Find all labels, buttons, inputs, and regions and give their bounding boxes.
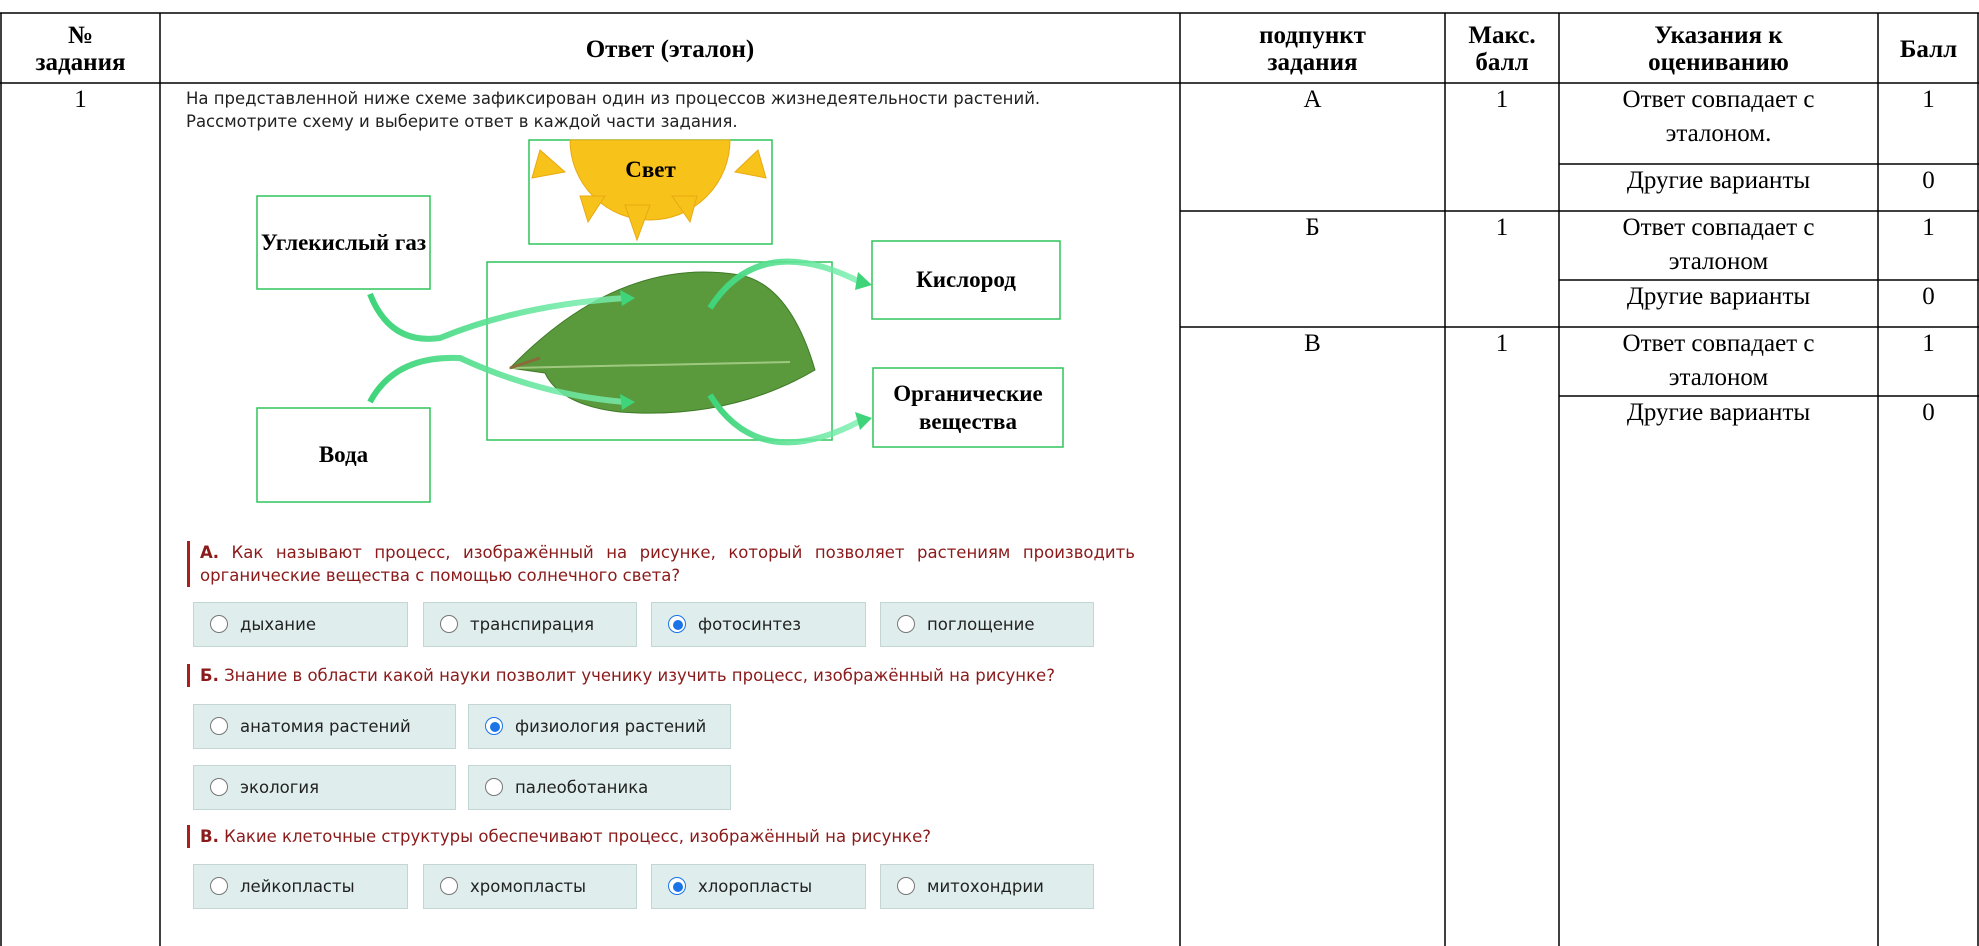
header-cell: Ответ (эталон) — [585, 35, 755, 63]
radio-button[interactable] — [485, 716, 503, 735]
criterion-text: Другие варианты — [1626, 283, 1811, 310]
answer-option[interactable]: поглощение — [880, 602, 1094, 647]
radio-button[interactable] — [897, 876, 915, 895]
radio-button[interactable] — [485, 777, 503, 796]
answer-option[interactable]: дыхание — [193, 602, 408, 647]
answer-option[interactable]: физиология растений — [468, 704, 731, 749]
answer-option[interactable]: хромопласты — [423, 864, 637, 909]
task-number: 1 — [74, 86, 87, 113]
subitem-label: Б — [1305, 214, 1320, 241]
radio-button[interactable] — [440, 614, 458, 633]
radio-button[interactable] — [210, 876, 228, 895]
criterion-text: Другие варианты — [1626, 167, 1811, 194]
question: Б. Знание в области какой науки позволит… — [187, 664, 1135, 687]
header-cell: подпункт задания — [1259, 22, 1366, 76]
question-text: Знание в области какой науки позволит уч… — [218, 666, 1055, 685]
question-text: Как называют процесс, изображённый на ри… — [200, 543, 1135, 585]
criterion-score: 0 — [1922, 283, 1935, 310]
radio-button[interactable] — [210, 777, 228, 796]
option-text: анатомия растений — [240, 717, 411, 736]
criterion-score: 0 — [1922, 167, 1935, 194]
diagram — [256, 139, 1064, 503]
question: В. Какие клеточные структуры обеспечиваю… — [187, 825, 1135, 848]
radio-button[interactable] — [210, 614, 228, 633]
radio-button[interactable] — [440, 876, 458, 895]
question-letter: А. — [200, 543, 220, 562]
answer-option[interactable]: лейкопласты — [193, 864, 408, 909]
option-text: хромопласты — [470, 877, 587, 896]
answer-option[interactable]: хлоропласты — [651, 864, 866, 909]
option-text: хлоропласты — [698, 877, 813, 896]
answer-option[interactable]: фотосинтез — [651, 602, 866, 647]
criterion-text: Ответ совпадает с эталоном. — [1622, 86, 1815, 147]
answer-option[interactable]: митохондрии — [880, 864, 1094, 909]
intro-text: На представленной ниже схеме зафиксирова… — [186, 89, 1041, 131]
max-score: 1 — [1495, 214, 1509, 241]
diagram-label: Вода — [318, 442, 369, 467]
option-text: физиология растений — [515, 717, 707, 736]
question-text: Какие клеточные структуры обеспечивают п… — [218, 827, 931, 846]
option-text: экология — [240, 778, 320, 797]
radio-button[interactable] — [668, 876, 686, 895]
option-text: дыхание — [240, 615, 316, 634]
option-text: палеоботаника — [515, 778, 649, 797]
criterion-score: 0 — [1922, 399, 1935, 426]
criterion-score: 1 — [1922, 330, 1935, 357]
criterion-score: 1 — [1922, 214, 1935, 241]
answer-option[interactable]: транспирация — [423, 602, 637, 647]
header-cell: Указания к оцениванию — [1648, 22, 1789, 76]
header-cell: № задания — [35, 22, 126, 76]
header-cell: Макс. балл — [1468, 22, 1536, 76]
diagram-label: Органические вещества — [893, 380, 1043, 434]
criterion-text: Ответ совпадает с эталоном — [1622, 214, 1815, 275]
criterion-text: Ответ совпадает с эталоном — [1622, 330, 1815, 391]
answer-option[interactable]: палеоботаника — [468, 765, 731, 810]
question: А. Как называют процесс, изображённый на… — [187, 541, 1135, 587]
criterion-text: Другие варианты — [1626, 399, 1811, 426]
answer-option[interactable]: анатомия растений — [193, 704, 456, 749]
subitem-label: В — [1304, 330, 1321, 357]
header-cell: Балл — [1899, 35, 1958, 63]
diagram-label: Свет — [625, 157, 676, 182]
option-text: транспирация — [470, 615, 595, 634]
option-text: поглощение — [927, 615, 1035, 634]
radio-button[interactable] — [668, 614, 686, 633]
max-score: 1 — [1495, 330, 1509, 357]
max-score: 1 — [1495, 86, 1509, 113]
diagram-label: Кислород — [916, 267, 1016, 292]
subitem-label: А — [1303, 86, 1322, 113]
option-text: митохондрии — [927, 877, 1044, 896]
question-letter: В. — [200, 827, 219, 846]
option-text: фотосинтез — [698, 615, 802, 634]
question-letter: Б. — [200, 666, 219, 685]
radio-button[interactable] — [897, 614, 915, 633]
answer-option[interactable]: экология — [193, 765, 456, 810]
diagram-label: Углекислый газ — [260, 229, 427, 255]
criterion-score: 1 — [1922, 86, 1935, 113]
radio-button[interactable] — [210, 716, 228, 735]
option-text: лейкопласты — [240, 877, 355, 896]
